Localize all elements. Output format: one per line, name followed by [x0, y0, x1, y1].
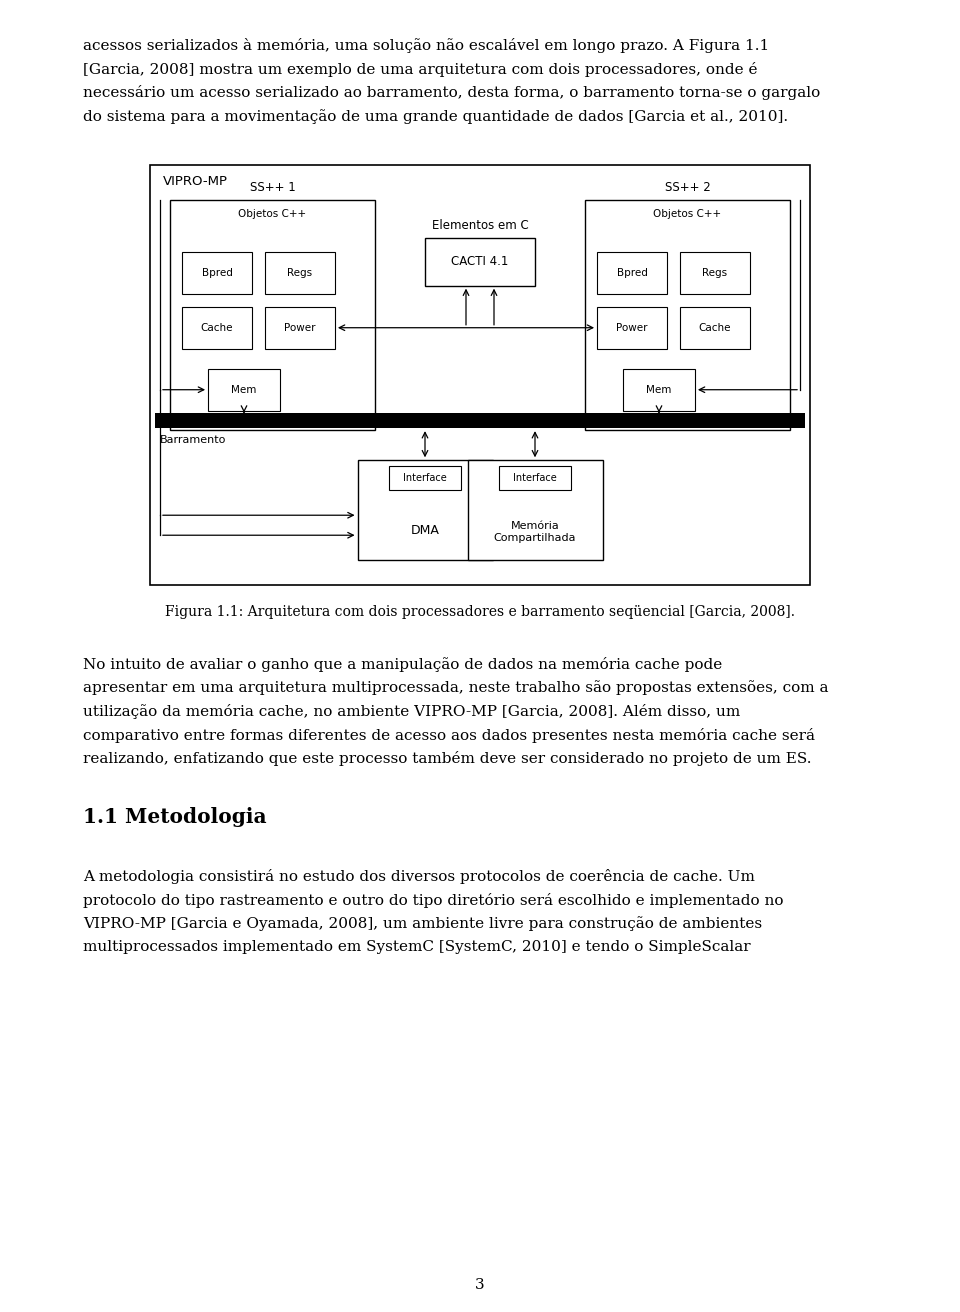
Text: VIPRO-MP: VIPRO-MP [163, 174, 228, 188]
Text: Bpred: Bpred [616, 268, 647, 278]
Bar [585, 199, 790, 430]
Text: SS++ 2: SS++ 2 [664, 181, 710, 194]
Text: Bpred: Bpred [202, 268, 232, 278]
Text: Barramento: Barramento [160, 436, 227, 445]
Text: Mem: Mem [646, 384, 672, 395]
Text: acessos serializados à memória, uma solução não escalável em longo prazo. A Figu: acessos serializados à memória, uma solu… [83, 38, 769, 52]
Bar [150, 165, 810, 585]
Bar [265, 307, 335, 349]
Bar [680, 252, 750, 294]
Bar [680, 307, 750, 349]
Text: CACTI 4.1: CACTI 4.1 [451, 256, 509, 268]
Bar [597, 252, 667, 294]
Text: VIPRO-MP [Garcia e Oyamada, 2008], um ambiente livre para construção de ambiente: VIPRO-MP [Garcia e Oyamada, 2008], um am… [83, 917, 762, 932]
Text: realizando, enfatizando que este processo também deve ser considerado no projeto: realizando, enfatizando que este process… [83, 752, 811, 766]
Text: Power: Power [616, 323, 648, 333]
Text: Mem: Mem [231, 384, 256, 395]
Bar [182, 252, 252, 294]
Bar [623, 369, 695, 411]
Bar [597, 307, 667, 349]
Text: 1.1 Metodologia: 1.1 Metodologia [83, 807, 267, 827]
Text: Elementos em C: Elementos em C [432, 219, 528, 232]
Text: Objetos C++: Objetos C++ [238, 209, 306, 219]
Text: No intuito de avaliar o ganho que a manipulação de dados na memória cache pode: No intuito de avaliar o ganho que a mani… [83, 657, 722, 672]
Bar [182, 307, 252, 349]
Text: Figura 1.1: Arquitetura com dois processadores e barramento seqüencial [Garcia, : Figura 1.1: Arquitetura com dois process… [165, 605, 795, 619]
Text: comparativo entre formas diferentes de acesso aos dados presentes nesta memória : comparativo entre formas diferentes de a… [83, 728, 815, 743]
Text: 3: 3 [475, 1278, 485, 1292]
Text: Regs: Regs [703, 268, 728, 278]
Text: A metodologia consistirá no estudo dos diversos protocolos de coerência de cache: A metodologia consistirá no estudo dos d… [83, 869, 755, 884]
Bar [425, 237, 535, 286]
Text: Interface: Interface [403, 474, 446, 483]
Bar [208, 369, 280, 411]
Bar [155, 413, 805, 428]
Text: Cache: Cache [201, 323, 233, 333]
Text: Cache: Cache [699, 323, 732, 333]
Text: multiprocessados implementado em SystemC [SystemC, 2010] e tendo o SimpleScalar: multiprocessados implementado em SystemC… [83, 941, 751, 954]
Bar [265, 252, 335, 294]
Text: Memória
Compartilhada: Memória Compartilhada [493, 521, 576, 543]
Text: Objetos C++: Objetos C++ [654, 209, 722, 219]
Text: Interface: Interface [514, 474, 557, 483]
Text: do sistema para a movimentação de uma grande quantidade de dados [Garcia et al.,: do sistema para a movimentação de uma gr… [83, 109, 788, 123]
Bar [357, 461, 492, 560]
Bar [389, 466, 461, 491]
Text: [Garcia, 2008] mostra um exemplo de uma arquitetura com dois processadores, onde: [Garcia, 2008] mostra um exemplo de uma … [83, 62, 757, 76]
Bar [468, 461, 603, 560]
Text: SS++ 1: SS++ 1 [250, 181, 296, 194]
Text: Power: Power [284, 323, 316, 333]
Text: utilização da memória cache, no ambiente VIPRO-MP [Garcia, 2008]. Além disso, um: utilização da memória cache, no ambiente… [83, 705, 740, 719]
Text: apresentar em uma arquitetura multiprocessada, neste trabalho são propostas exte: apresentar em uma arquitetura multiproce… [83, 681, 828, 695]
Bar [170, 199, 375, 430]
Bar [499, 466, 571, 491]
Text: Regs: Regs [287, 268, 313, 278]
Text: DMA: DMA [411, 523, 440, 537]
Text: necessário um acesso serializado ao barramento, desta forma, o barramento torna-: necessário um acesso serializado ao barr… [83, 85, 820, 100]
Text: protocolo do tipo rastreamento e outro do tipo diretório será escolhido e implem: protocolo do tipo rastreamento e outro d… [83, 892, 783, 908]
